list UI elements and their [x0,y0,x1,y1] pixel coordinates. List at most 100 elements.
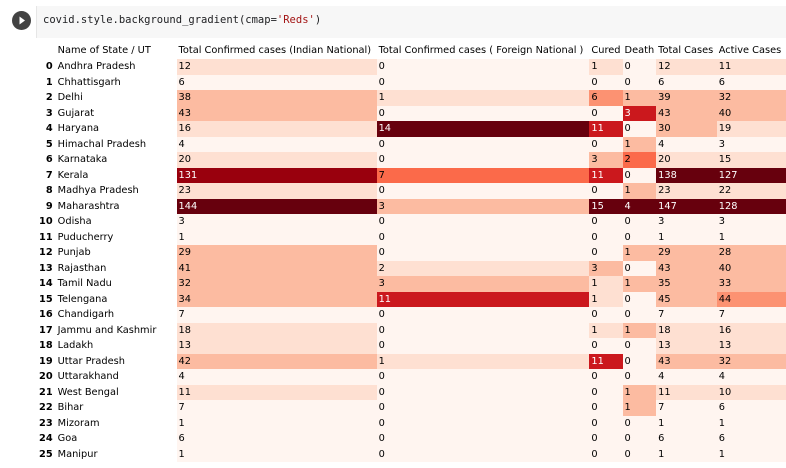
table-row: 11 Puducherry 1 0 0 0 1 1 [37,229,786,245]
value-cell-tot: 43 [656,353,717,369]
value-cell-frn: 0 [376,214,590,230]
value-cell-dth: 3 [622,105,657,121]
value-cell-act: 40 [716,105,786,121]
state-name-cell: Himachal Pradesh [55,136,177,152]
cured-column-header: Cured [591,45,621,57]
value-cell-ind: 3 [176,214,377,230]
value-cell-tot: 6 [656,74,717,90]
value-cell-frn: 0 [376,431,590,447]
table-header-row: Name of State / UT Total Confirmed cases … [37,43,786,59]
value-cell-dth: 0 [622,229,657,245]
value-cell-cur: 11 [589,353,623,369]
value-cell-dth: 0 [622,74,657,90]
value-cell-dth: 1 [622,183,657,199]
table-row: 4 Haryana 16 14 11 0 30 19 [37,121,786,137]
value-cell-cur: 0 [589,446,623,462]
table-row: 12 Punjab 29 0 0 1 29 28 [37,245,786,261]
value-cell-act: 19 [716,121,786,137]
value-cell-cur: 0 [589,183,623,199]
row-index: 25 [39,448,53,460]
row-index: 17 [39,324,53,336]
value-cell-act: 40 [716,260,786,276]
value-cell-cur: 0 [589,338,623,354]
value-cell-ind: 32 [176,276,377,292]
value-cell-cur: 3 [589,152,623,168]
value-cell-cur: 1 [589,59,623,75]
state-name-cell: Bihar [55,400,177,416]
indian-cases-column-header: Total Confirmed cases (Indian National) [178,45,372,57]
cell-output: Name of State / UT Total Confirmed cases … [0,40,786,468]
value-cell-frn: 1 [376,353,590,369]
value-cell-tot: 13 [656,338,717,354]
row-index: 19 [39,355,53,367]
value-cell-tot: 4 [656,136,717,152]
state-name-cell: Karnataka [55,152,177,168]
value-cell-cur: 0 [589,400,623,416]
value-cell-cur: 0 [589,214,623,230]
value-cell-dth: 1 [622,276,657,292]
value-cell-frn: 3 [376,276,590,292]
value-cell-tot: 7 [656,400,717,416]
row-index: 3 [45,107,53,119]
state-name-cell: Ladakh [55,338,177,354]
row-index: 2 [45,92,53,103]
value-cell-cur: 11 [589,121,623,137]
row-index: 11 [39,231,53,243]
table-row: 14 Tamil Nadu 32 3 1 1 35 33 [37,276,786,292]
run-cell-button[interactable] [12,11,31,30]
value-cell-tot: 138 [656,167,717,183]
value-cell-tot: 4 [656,369,717,385]
value-cell-act: 32 [716,353,786,369]
value-cell-act: 128 [716,198,786,214]
table-row: 23 Mizoram 1 0 0 0 1 1 [37,415,786,431]
value-cell-dth: 0 [622,260,657,276]
value-cell-act: 32 [716,90,786,106]
value-cell-tot: 18 [656,322,717,338]
state-name-cell: Punjab [55,245,177,261]
state-name-cell: Goa [55,431,177,447]
table-row: 15 Telengana 34 11 1 0 45 44 [37,291,786,307]
row-index: 21 [39,386,53,398]
value-cell-tot: 43 [656,105,717,121]
value-cell-cur: 1 [589,276,623,292]
value-cell-cur: 0 [589,369,623,385]
value-cell-act: 1 [716,415,786,431]
value-cell-frn: 0 [376,322,590,338]
value-cell-ind: 4 [176,136,377,152]
value-cell-dth: 1 [622,322,657,338]
value-cell-frn: 0 [376,245,590,261]
value-cell-tot: 29 [656,245,717,261]
value-cell-cur: 0 [589,384,623,400]
value-cell-cur: 0 [589,415,623,431]
state-name-cell: Mizoram [55,415,177,431]
value-cell-frn: 0 [376,400,590,416]
value-cell-tot: 147 [656,198,717,214]
value-cell-dth: 0 [622,431,657,447]
state-name-cell: Kerala [55,167,177,183]
play-icon [19,16,25,25]
value-cell-frn: 3 [376,198,590,214]
row-index: 14 [39,278,53,289]
table-row: 21 West Bengal 11 0 0 1 11 10 [37,384,786,400]
value-cell-ind: 23 [176,183,377,199]
value-cell-act: 3 [716,214,786,230]
value-cell-ind: 131 [176,167,377,183]
value-cell-tot: 7 [656,307,717,323]
value-cell-dth: 0 [622,214,657,230]
row-index: 13 [39,262,53,274]
code-editor[interactable]: covid.style.background_gradient(cmap='Re… [36,6,786,38]
value-cell-frn: 0 [376,152,590,168]
value-cell-dth: 0 [622,369,657,385]
value-cell-tot: 39 [656,90,717,106]
state-name-cell: Haryana [55,121,177,137]
value-cell-frn: 0 [376,229,590,245]
value-cell-frn: 7 [376,167,590,183]
value-cell-ind: 41 [176,260,377,276]
state-name-cell: Jammu and Kashmir [55,322,177,338]
value-cell-dth: 0 [622,338,657,354]
value-cell-tot: 23 [656,183,717,199]
row-index: 24 [39,433,53,444]
table-row: 18 Ladakh 13 0 0 0 13 13 [37,338,786,354]
index-header [37,43,56,59]
row-index: 0 [45,61,53,72]
